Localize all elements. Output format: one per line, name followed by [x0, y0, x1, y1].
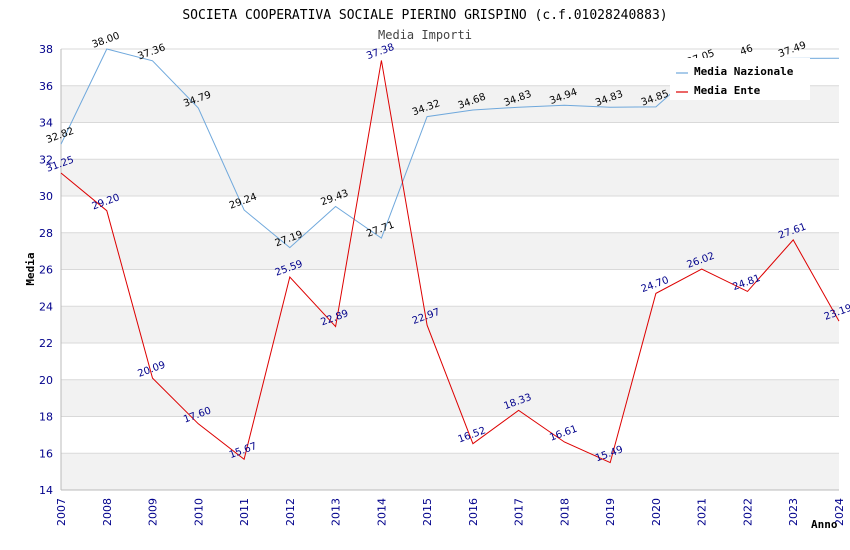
x-tick-label: 2015 — [421, 498, 434, 526]
y-tick-labels: 14 16 18 20 22 24 26 28 30 32 34 36 38 — [39, 43, 53, 497]
grid-band — [61, 232, 839, 270]
legend-label-media-ente: Media Ente — [694, 84, 761, 97]
data-label-media-ente: 16.61 — [548, 424, 579, 444]
x-tick-label: 2017 — [513, 498, 526, 526]
y-tick-label: 18 — [39, 411, 53, 424]
y-tick-label: 22 — [39, 337, 53, 350]
x-axis-label: Anno — [811, 518, 838, 531]
x-tick-label: 2021 — [696, 498, 709, 526]
x-tick-label: 2023 — [787, 498, 800, 526]
x-tick-label: 2011 — [238, 498, 251, 526]
axes — [60, 49, 839, 491]
grid-band — [61, 379, 839, 417]
y-tick-label: 30 — [39, 190, 53, 203]
x-tick-label: 2022 — [741, 498, 754, 526]
x-tick-label: 2018 — [558, 498, 571, 526]
x-tick-label: 2014 — [375, 498, 388, 526]
gridlines — [61, 48, 839, 491]
series-line-media-ente — [60, 60, 840, 464]
x-tick-label: 2009 — [147, 498, 160, 526]
y-tick-label: 16 — [39, 447, 53, 460]
x-tick-label: 2007 — [55, 498, 68, 526]
y-tick-label: 36 — [39, 80, 53, 93]
grid-band — [61, 159, 839, 196]
x-tick-label: 2008 — [101, 498, 114, 526]
data-label-media-ente: 24.70 — [640, 275, 671, 295]
y-tick-label: 20 — [39, 374, 53, 387]
y-axis-label: Media — [24, 252, 37, 285]
y-tick-label: 32 — [39, 153, 53, 166]
y-tick-label: 28 — [39, 227, 53, 240]
x-tick-label: 2020 — [650, 498, 663, 526]
y-tick-label: 34 — [39, 117, 53, 130]
chart-title: SOCIETA COOPERATIVA SOCIALE PIERINO GRIS… — [182, 8, 667, 23]
y-tick-label: 38 — [39, 43, 53, 56]
grid-band — [61, 306, 839, 343]
x-tick-label: 2012 — [284, 498, 297, 526]
legend: Media Nazionale Media Ente — [670, 58, 810, 100]
data-label-media-nazionale: 37.36 — [136, 42, 167, 62]
legend-label-media-nazionale: Media Nazionale — [694, 65, 794, 78]
grid-band — [61, 453, 839, 490]
chart-subtitle: Media Importi — [378, 28, 472, 42]
x-tick-label: 2013 — [330, 498, 343, 526]
data-label-media-ente: 37.38 — [365, 42, 396, 62]
data-label-media-ente: 24.81 — [731, 273, 762, 293]
x-tick-label: 2024 — [833, 498, 846, 526]
x-tick-label: 2016 — [467, 498, 480, 526]
data-label-media-nazionale: 37.49 — [777, 40, 808, 60]
y-tick-label: 14 — [39, 484, 53, 497]
data-label-media-nazionale: 46 — [739, 43, 755, 58]
x-tick-label: 2010 — [192, 498, 205, 526]
x-tick-label: 2019 — [604, 498, 617, 526]
x-tick-labels: 2007 2008 2009 2010 2011 2012 2013 2014 2015 2016… — [55, 498, 846, 526]
y-tick-label: 24 — [39, 300, 53, 313]
legend-box — [670, 58, 810, 100]
grid-bands — [61, 85, 839, 490]
y-tick-label: 26 — [39, 264, 53, 277]
data-label-media-nazionale: 38.00 — [91, 31, 122, 51]
